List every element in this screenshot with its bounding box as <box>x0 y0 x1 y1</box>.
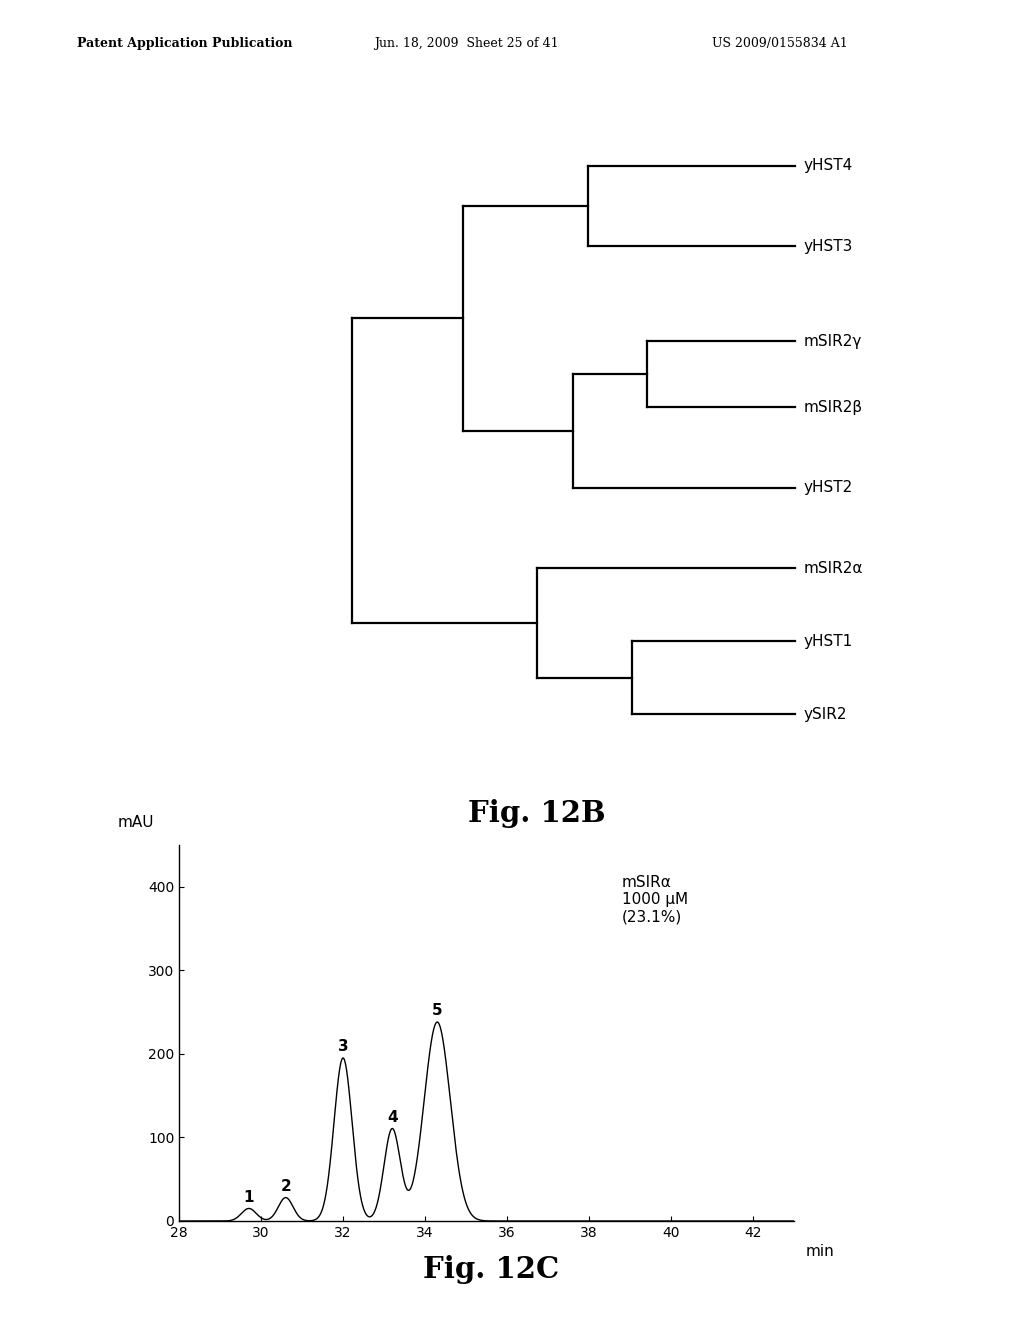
Text: mSIR2β: mSIR2β <box>804 400 862 414</box>
Text: yHST2: yHST2 <box>804 480 853 495</box>
Text: yHST1: yHST1 <box>804 634 853 648</box>
Text: 2: 2 <box>281 1179 291 1195</box>
Text: min: min <box>806 1243 835 1258</box>
Text: mAU: mAU <box>118 814 155 830</box>
Text: Jun. 18, 2009  Sheet 25 of 41: Jun. 18, 2009 Sheet 25 of 41 <box>374 37 558 50</box>
Text: 5: 5 <box>432 1003 442 1018</box>
Text: US 2009/0155834 A1: US 2009/0155834 A1 <box>712 37 848 50</box>
Text: Patent Application Publication: Patent Application Publication <box>77 37 292 50</box>
Text: yHST3: yHST3 <box>804 239 853 253</box>
Text: 4: 4 <box>387 1110 397 1125</box>
Text: Fig. 12C: Fig. 12C <box>424 1255 559 1284</box>
Text: ySIR2: ySIR2 <box>804 708 847 722</box>
Text: Fig. 12B: Fig. 12B <box>468 799 605 828</box>
Text: 1: 1 <box>244 1191 254 1205</box>
Text: 3: 3 <box>338 1039 348 1053</box>
Text: mSIRα
1000 μM
(23.1%): mSIRα 1000 μM (23.1%) <box>622 875 688 925</box>
Text: mSIR2α: mSIR2α <box>804 561 863 576</box>
Text: yHST4: yHST4 <box>804 158 853 173</box>
Text: mSIR2γ: mSIR2γ <box>804 334 862 348</box>
